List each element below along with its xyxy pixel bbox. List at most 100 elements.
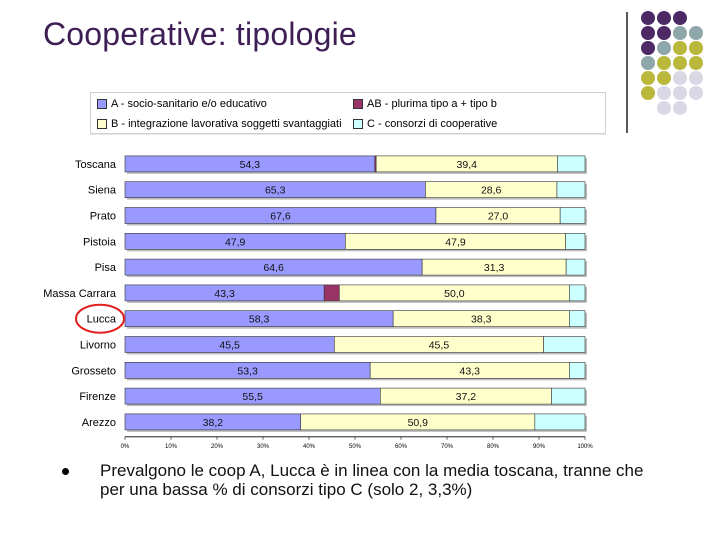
category-label: Pistoia xyxy=(83,236,117,248)
value-label: 55,5 xyxy=(242,391,263,403)
value-label: 39,4 xyxy=(457,159,478,171)
stacked-bar-chart: 54,3 39,4 Toscana 65,3 28,6 Siena 67,6 27,0 Prat… xyxy=(43,155,593,450)
value-label: 54,3 xyxy=(240,159,261,171)
legend-item-a: A - socio-sanitario e/o educativo xyxy=(97,98,267,110)
decorative-dot xyxy=(673,56,687,70)
bar-segment xyxy=(569,284,586,302)
value-label: 45,5 xyxy=(219,340,240,352)
value-label: 67,6 xyxy=(270,211,291,223)
decorative-dot xyxy=(657,56,671,70)
highlight-circle xyxy=(75,303,125,334)
slide-title: Cooperative: tipologie xyxy=(43,16,357,52)
category-label: Massa Carrara xyxy=(43,288,117,300)
decorative-dot xyxy=(673,101,687,115)
legend-swatch-c xyxy=(353,119,363,129)
title-divider xyxy=(626,12,628,133)
category-label: Lucca xyxy=(87,314,117,326)
value-label: 38,2 xyxy=(203,417,224,429)
value-label: 65,3 xyxy=(265,185,286,197)
value-label: 47,9 xyxy=(445,236,466,248)
x-tick-label: 40% xyxy=(303,444,316,450)
bar-segment xyxy=(565,233,586,250)
decorative-dot xyxy=(689,41,703,55)
category-label: Prato xyxy=(90,211,116,223)
x-tick-label: 100% xyxy=(577,444,593,450)
bar-segment xyxy=(569,362,586,379)
value-label: 64,6 xyxy=(263,262,284,274)
decorative-dot xyxy=(641,41,655,55)
decorative-dot xyxy=(641,86,655,100)
decorative-dot xyxy=(673,71,687,85)
value-label: 31,3 xyxy=(484,262,505,274)
legend-label-a: A - socio-sanitario e/o educativo xyxy=(111,98,267,110)
bullet-dot xyxy=(62,468,69,475)
value-label: 38,3 xyxy=(471,314,492,326)
value-label: 50,9 xyxy=(408,417,429,429)
value-label: 27,0 xyxy=(488,211,509,223)
decorative-dot xyxy=(673,86,687,100)
decorative-dot xyxy=(641,26,655,40)
bar-segment xyxy=(323,284,340,302)
legend-item-c: C - consorzi di cooperative xyxy=(353,118,497,130)
value-label: 58,3 xyxy=(249,314,270,326)
bar-segment xyxy=(543,336,586,353)
legend-swatch-a xyxy=(97,99,107,109)
bar-segment xyxy=(556,181,586,199)
category-label: Firenze xyxy=(79,391,116,403)
decorative-dot xyxy=(689,71,703,85)
bar-segment xyxy=(534,413,586,431)
legend-item-b: B - integrazione lavorativa soggetti sva… xyxy=(97,118,342,130)
value-label: 47,9 xyxy=(225,236,246,248)
chart-legend: A - socio-sanitario e/o educativo AB - p… xyxy=(90,92,606,134)
category-label: Toscana xyxy=(75,159,117,171)
x-tick-label: 20% xyxy=(211,444,224,450)
x-tick-label: 50% xyxy=(349,444,362,450)
decorative-dot xyxy=(689,86,703,100)
decorative-dot xyxy=(641,56,655,70)
x-tick-label: 0% xyxy=(121,444,130,450)
value-label: 53,3 xyxy=(237,365,258,377)
bar-segment xyxy=(565,258,586,276)
decorative-dot xyxy=(657,11,671,25)
bar-segment xyxy=(551,387,586,405)
decorative-dot xyxy=(657,71,671,85)
value-label: 28,6 xyxy=(481,185,502,197)
legend-item-ab: AB - plurima tipo a + tipo b xyxy=(353,98,497,110)
value-label: 50,0 xyxy=(444,288,465,300)
decorative-dot xyxy=(673,41,687,55)
value-label: 43,3 xyxy=(214,288,235,300)
category-label: Arezzo xyxy=(82,417,116,429)
decorative-dot xyxy=(673,11,687,25)
x-tick-label: 60% xyxy=(395,444,408,450)
legend-swatch-ab xyxy=(353,99,363,109)
x-tick-label: 70% xyxy=(441,444,454,450)
legend-label-b: B - integrazione lavorativa soggetti sva… xyxy=(111,118,342,130)
bar-segment xyxy=(569,310,586,327)
x-tick-label: 10% xyxy=(165,444,178,450)
decorative-dot xyxy=(657,26,671,40)
legend-label-c: C - consorzi di cooperative xyxy=(367,118,498,130)
value-label: 43,3 xyxy=(460,365,481,377)
value-label: 45,5 xyxy=(429,340,450,352)
decorative-dot xyxy=(641,11,655,25)
decorative-dot xyxy=(657,41,671,55)
decorative-dot xyxy=(689,56,703,70)
decorative-dot xyxy=(641,71,655,85)
decorative-dot xyxy=(673,26,687,40)
decorative-dot-grid xyxy=(640,10,720,120)
bar-segment xyxy=(559,207,586,224)
x-tick-label: 80% xyxy=(487,444,500,450)
category-label: Livorno xyxy=(80,340,116,352)
category-label: Pisa xyxy=(95,262,117,274)
x-tick-label: 30% xyxy=(257,444,270,450)
value-label: 37,2 xyxy=(456,391,477,403)
category-label: Grosseto xyxy=(71,365,116,377)
decorative-dot xyxy=(657,86,671,100)
decorative-dot xyxy=(657,101,671,115)
decorative-dot xyxy=(689,26,703,40)
category-label: Siena xyxy=(88,185,117,197)
bullet-text: Prevalgono le coop A, Lucca è in linea c… xyxy=(100,461,644,499)
bar-segment xyxy=(557,155,586,173)
legend-label-ab: AB - plurima tipo a + tipo b xyxy=(367,98,497,110)
x-tick-label: 90% xyxy=(533,444,546,450)
